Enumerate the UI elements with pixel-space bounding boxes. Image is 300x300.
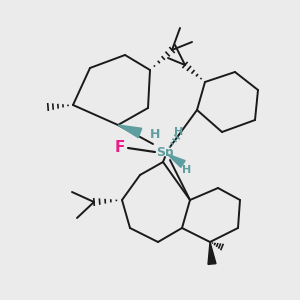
Text: H: H: [150, 128, 160, 140]
Text: F: F: [115, 140, 125, 155]
Text: H: H: [174, 127, 184, 137]
Polygon shape: [208, 242, 216, 264]
Text: Sn: Sn: [156, 146, 174, 158]
Polygon shape: [167, 154, 185, 167]
Polygon shape: [118, 125, 142, 138]
Text: H: H: [182, 165, 192, 175]
